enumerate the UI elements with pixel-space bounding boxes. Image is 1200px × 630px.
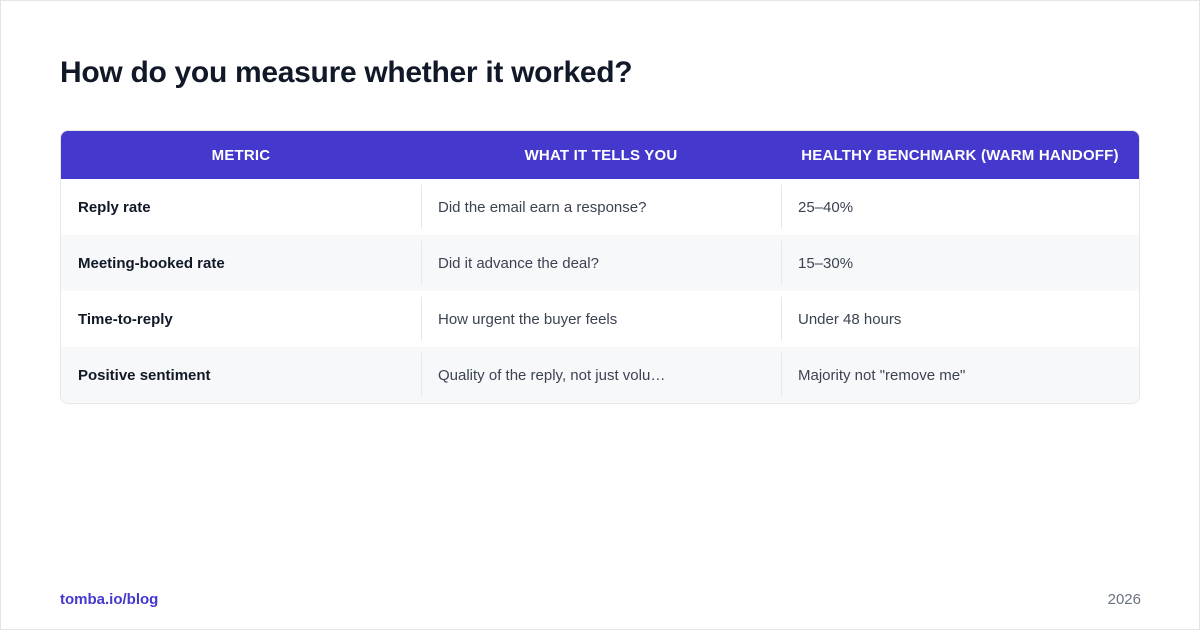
column-header-meaning: WHAT IT TELLS YOU — [524, 146, 678, 164]
table-row: Positive sentiment Quality of the reply,… — [61, 347, 1139, 403]
metric-cell: Reply rate — [78, 198, 151, 216]
metrics-table: METRIC WHAT IT TELLS YOU HEALTHY BENCHMA… — [60, 130, 1140, 404]
metric-cell: Time-to-reply — [78, 310, 173, 328]
footer-year: 2026 — [1107, 591, 1141, 608]
meaning-cell: Did it advance the deal? — [421, 235, 781, 291]
benchmark-cell: Majority not "remove me" — [781, 347, 1139, 403]
column-header-metric: METRIC — [211, 146, 271, 164]
benchmark-cell: Under 48 hours — [781, 291, 1139, 347]
meaning-cell: How urgent the buyer feels — [421, 291, 781, 347]
table-row: Time-to-reply How urgent the buyer feels… — [61, 291, 1139, 347]
metric-cell: Positive sentiment — [78, 366, 211, 384]
table-row: Reply rate Did the email earn a response… — [61, 179, 1139, 235]
blog-link[interactable]: tomba.io/blog — [60, 591, 159, 608]
page-title: How do you measure whether it worked? — [60, 56, 633, 89]
metric-cell: Meeting-booked rate — [78, 254, 225, 272]
meaning-cell: Did the email earn a response? — [421, 179, 781, 235]
benchmark-cell: 15–30% — [781, 235, 1139, 291]
table-header: METRIC WHAT IT TELLS YOU HEALTHY BENCHMA… — [61, 131, 1139, 179]
column-header-benchmark: HEALTHY BENCHMARK (WARM HANDOFF) — [801, 146, 1119, 164]
table-row: Meeting-booked rate Did it advance the d… — [61, 235, 1139, 291]
benchmark-cell: 25–40% — [781, 179, 1139, 235]
meaning-cell: Quality of the reply, not just volu… — [421, 347, 781, 403]
